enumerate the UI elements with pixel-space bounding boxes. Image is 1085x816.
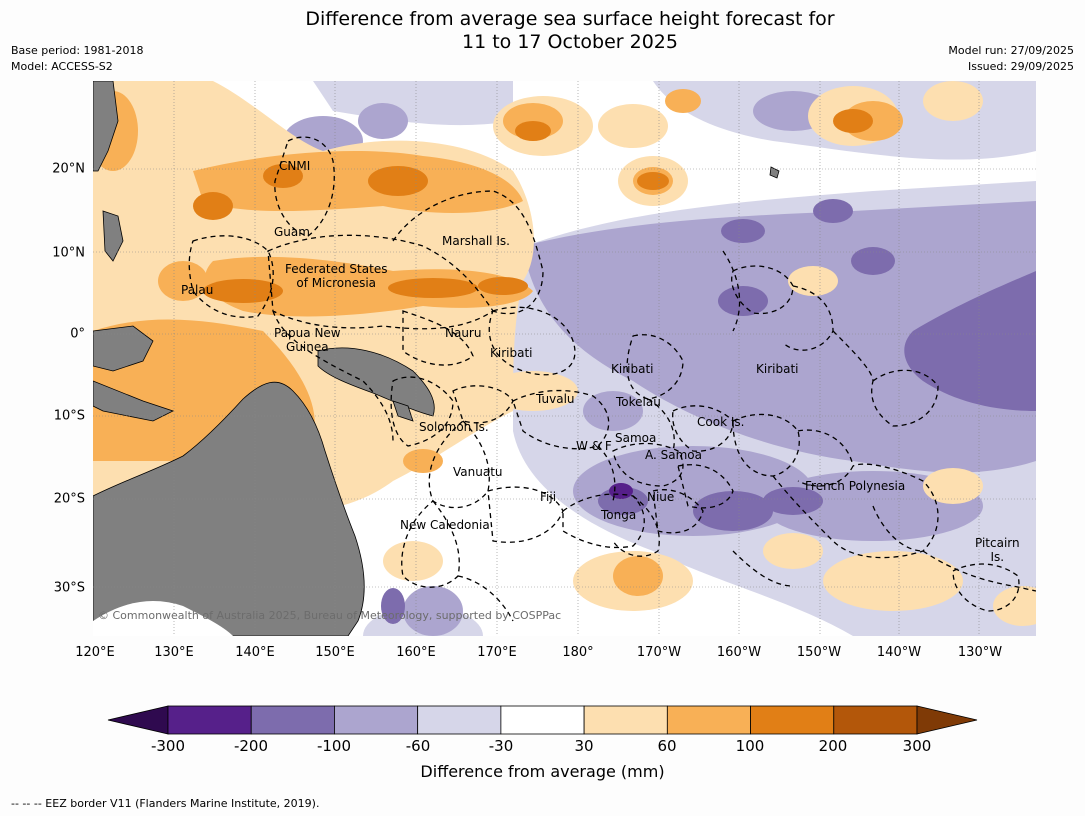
map-svg <box>93 81 1036 636</box>
label-tuvalu: Tuvalu <box>536 392 575 406</box>
colorbar-segment-5 <box>583 705 668 735</box>
label-png-line2: Guinea <box>286 340 329 354</box>
lat-label-10s: 10°S <box>53 408 85 424</box>
model-run: Model run: 27/09/2025 <box>948 44 1074 57</box>
indonesia-islands <box>93 325 154 372</box>
lon-label-180: 180° <box>562 645 594 660</box>
timor-region <box>93 380 175 422</box>
lon-label-160w: 160°W <box>716 645 762 660</box>
colorbar-segment-8 <box>833 705 918 735</box>
lat-label-30s: 30°S <box>53 580 85 596</box>
south-coast <box>93 601 233 636</box>
chart-title: Difference from average sea surface heig… <box>0 8 1085 54</box>
eez-legend-footer: -- -- -- EEZ border V11 (Flanders Marine… <box>11 797 320 810</box>
label-pitcairn-line2: Is. <box>990 550 1005 564</box>
lon-label-160e: 160°E <box>396 645 436 660</box>
lon-label-170w: 170°W <box>636 645 682 660</box>
label-kiribati-east: Kiribati <box>756 362 799 376</box>
label-tonga: Tonga <box>601 508 637 522</box>
label-pitcairn: Pitcairn Is. <box>975 536 1020 564</box>
new-guinea <box>317 347 435 417</box>
australia <box>93 381 365 636</box>
label-kiribati-central: Kiribati <box>611 362 654 376</box>
lon-label-170e: 170°E <box>477 645 517 660</box>
base-period: Base period: 1981-2018 <box>11 44 144 57</box>
label-fsm-line2: of Micronesia <box>296 276 377 290</box>
lon-label-140e: 140°E <box>235 645 275 660</box>
colorbar-segment-6 <box>666 705 751 735</box>
cbar-tick-3: -60 <box>405 737 431 755</box>
eez-borders <box>188 136 1036 622</box>
cbar-tick-5: 30 <box>574 737 594 755</box>
map-panel: © Commonwealth of Australia 2025, Bureau… <box>93 81 1036 636</box>
meta-left: Base period: 1981-2018 Model: ACCESS-S2 <box>11 43 143 75</box>
cbar-tick-2: -100 <box>316 737 352 755</box>
title-line-2: 11 to 17 October 2025 <box>462 31 678 53</box>
label-fsm-line1: Federated States <box>285 262 388 276</box>
cbar-tick-0: -300 <box>150 737 186 755</box>
label-palau: Palau <box>181 283 214 297</box>
colorbar-over-arrow <box>916 705 978 735</box>
label-pitcairn-line1: Pitcairn <box>975 536 1020 550</box>
colorbar <box>107 705 978 735</box>
colorbar-under-arrow <box>107 705 169 735</box>
colorbar-segment-0 <box>167 705 252 735</box>
lon-label-130e: 130°E <box>154 645 194 660</box>
title-line-1: Difference from average sea surface heig… <box>305 8 835 30</box>
label-french-polynesia: French Polynesia <box>805 479 906 493</box>
lon-label-120e: 120°E <box>75 645 115 660</box>
cbar-tick-8: 200 <box>818 737 848 755</box>
cbar-tick-9: 300 <box>902 737 932 755</box>
label-nauru: Nauru <box>445 326 482 340</box>
lat-label-10n: 10°N <box>52 245 85 261</box>
label-cnmi: CNMI <box>279 159 311 173</box>
label-new-caledonia: New Caledonia <box>400 518 490 532</box>
colorbar-segment-4 <box>500 705 585 735</box>
lon-label-150e: 150°E <box>315 645 355 660</box>
colorbar-segment-7 <box>750 705 835 735</box>
hawaii-land <box>769 166 780 179</box>
copyright-notice: © Commonwealth of Australia 2025, Bureau… <box>98 609 562 622</box>
label-kiribati-west: Kiribati <box>490 346 533 360</box>
colorbar-segment-2 <box>334 705 419 735</box>
cbar-tick-7: 100 <box>735 737 765 755</box>
label-samoa: Samoa <box>615 431 657 445</box>
asia-coast <box>93 81 119 172</box>
label-png-line1: Papua New <box>274 326 341 340</box>
lon-label-140w: 140°W <box>876 645 922 660</box>
label-guam: Guam <box>274 225 310 239</box>
meta-right: Model run: 27/09/2025 Issued: 29/09/2025 <box>948 43 1074 75</box>
label-cook: Cook Is. <box>697 415 745 429</box>
label-png: Papua New Guinea <box>274 326 341 354</box>
label-marshall: Marshall Is. <box>442 234 510 248</box>
cbar-tick-1: -200 <box>233 737 269 755</box>
label-tokelau: Tokelau <box>616 395 661 409</box>
cbar-tick-4: -30 <box>488 737 514 755</box>
colorbar-title: Difference from average (mm) <box>420 762 665 781</box>
label-wallis-futuna: W & F <box>576 439 612 453</box>
issued-date: Issued: 29/09/2025 <box>967 60 1074 73</box>
lat-label-0: 0° <box>70 326 85 342</box>
philippines <box>102 210 124 262</box>
label-niue: Niue <box>647 490 675 504</box>
lat-label-20n: 20°N <box>52 161 85 177</box>
colorbar-segment-1 <box>250 705 335 735</box>
label-fsm: Federated States of Micronesia <box>285 262 387 290</box>
label-vanuatu: Vanuatu <box>453 465 503 479</box>
lon-label-150w: 150°W <box>796 645 842 660</box>
label-american-samoa: A. Samoa <box>645 448 702 462</box>
model-name: Model: ACCESS-S2 <box>11 60 113 73</box>
colorbar-segment-3 <box>417 705 502 735</box>
cbar-tick-6: 60 <box>657 737 677 755</box>
label-fiji: Fiji <box>540 490 557 504</box>
lat-label-20s: 20°S <box>53 491 85 507</box>
lon-label-130w: 130°W <box>957 645 1003 660</box>
land <box>93 81 780 636</box>
label-solomon: Solomon Is. <box>419 420 489 434</box>
